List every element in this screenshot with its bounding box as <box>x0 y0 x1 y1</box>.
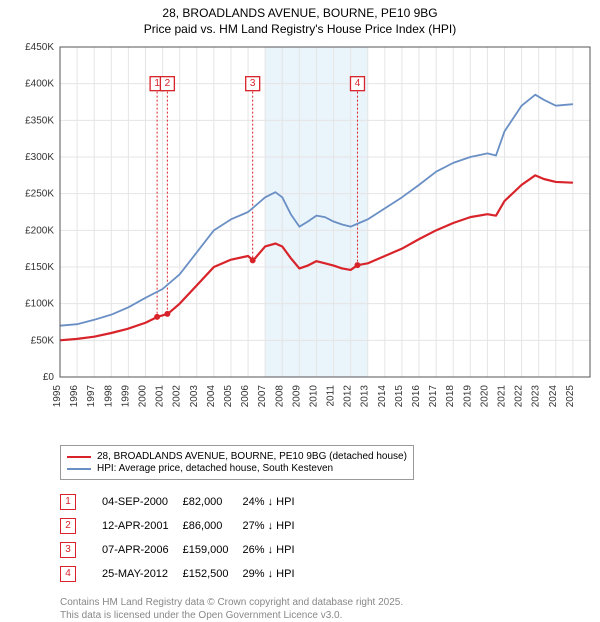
svg-text:3: 3 <box>250 78 256 89</box>
footer-line-2: This data is licensed under the Open Gov… <box>60 609 600 622</box>
svg-text:2025: 2025 <box>565 385 576 408</box>
legend-swatch <box>67 468 91 470</box>
legend: 28, BROADLANDS AVENUE, BOURNE, PE10 9BG … <box>60 445 414 480</box>
sale-diff: 24% ↓ HPI <box>243 490 309 514</box>
svg-text:£50K: £50K <box>31 336 55 347</box>
svg-text:2015: 2015 <box>394 385 405 408</box>
sale-marker: 4 <box>60 566 76 582</box>
svg-text:£400K: £400K <box>25 79 54 90</box>
sale-price: £82,000 <box>183 490 243 514</box>
title-line-2: Price paid vs. HM Land Registry's House … <box>0 22 600 38</box>
svg-text:2023: 2023 <box>531 385 542 408</box>
svg-text:£250K: £250K <box>25 189 54 200</box>
legend-row: 28, BROADLANDS AVENUE, BOURNE, PE10 9BG … <box>67 451 407 462</box>
table-row: 1 04-SEP-2000£82,00024% ↓ HPI <box>60 490 309 514</box>
svg-text:1: 1 <box>154 78 160 89</box>
sale-marker: 2 <box>60 518 76 534</box>
svg-text:2003: 2003 <box>189 385 200 408</box>
sale-marker: 3 <box>60 542 76 558</box>
title-line-1: 28, BROADLANDS AVENUE, BOURNE, PE10 9BG <box>0 6 600 22</box>
svg-text:2016: 2016 <box>411 385 422 408</box>
svg-text:1998: 1998 <box>103 385 114 408</box>
svg-text:2014: 2014 <box>377 385 388 408</box>
svg-text:2: 2 <box>165 78 171 89</box>
svg-text:4: 4 <box>355 78 361 89</box>
sale-diff: 27% ↓ HPI <box>243 514 309 538</box>
svg-text:2018: 2018 <box>445 385 456 408</box>
sale-price: £152,500 <box>183 562 243 586</box>
sales-table: 1 04-SEP-2000£82,00024% ↓ HPI 2 12-APR-2001… <box>60 490 309 586</box>
sale-diff: 29% ↓ HPI <box>243 562 309 586</box>
sale-date: 12-APR-2001 <box>102 514 183 538</box>
footer-attribution: Contains HM Land Registry data © Crown c… <box>60 596 600 622</box>
line-chart-svg: £0 £50K £100K £150K £200K £250K £300K £350K £400… <box>0 37 600 437</box>
svg-text:1996: 1996 <box>69 385 80 408</box>
legend-label: HPI: Average price, detached house, Sout… <box>97 463 333 474</box>
svg-text:2012: 2012 <box>343 385 354 408</box>
legend-swatch <box>67 456 91 458</box>
chart-area: £0 £50K £100K £150K £200K £250K £300K £350K £400… <box>0 37 600 437</box>
sale-price: £159,000 <box>183 538 243 562</box>
svg-text:2020: 2020 <box>479 385 490 408</box>
svg-text:2008: 2008 <box>274 385 285 408</box>
svg-text:£150K: £150K <box>25 262 54 273</box>
svg-text:2021: 2021 <box>497 385 508 408</box>
svg-text:2019: 2019 <box>462 385 473 408</box>
svg-text:2005: 2005 <box>223 385 234 408</box>
svg-text:2000: 2000 <box>137 385 148 408</box>
svg-text:£450K: £450K <box>25 42 54 53</box>
svg-text:2013: 2013 <box>360 385 371 408</box>
svg-text:£100K: £100K <box>25 299 54 310</box>
sale-date: 25-MAY-2012 <box>102 562 183 586</box>
chart-title: 28, BROADLANDS AVENUE, BOURNE, PE10 9BG … <box>0 0 600 37</box>
sale-marker: 1 <box>60 494 76 510</box>
svg-text:1997: 1997 <box>86 385 97 408</box>
svg-text:2002: 2002 <box>172 385 183 408</box>
svg-text:2024: 2024 <box>548 385 559 408</box>
svg-text:2001: 2001 <box>155 385 166 408</box>
svg-text:2022: 2022 <box>514 385 525 408</box>
sale-diff: 26% ↓ HPI <box>243 538 309 562</box>
sale-date: 07-APR-2006 <box>102 538 183 562</box>
svg-text:1999: 1999 <box>120 385 131 408</box>
svg-text:1995: 1995 <box>52 385 63 408</box>
svg-text:£350K: £350K <box>25 116 54 127</box>
legend-label: 28, BROADLANDS AVENUE, BOURNE, PE10 9BG … <box>97 451 407 462</box>
legend-row: HPI: Average price, detached house, Sout… <box>67 463 407 474</box>
sale-price: £86,000 <box>183 514 243 538</box>
svg-text:£200K: £200K <box>25 226 54 237</box>
footer-line-1: Contains HM Land Registry data © Crown c… <box>60 596 600 609</box>
svg-text:2010: 2010 <box>308 385 319 408</box>
table-row: 4 25-MAY-2012£152,50029% ↓ HPI <box>60 562 309 586</box>
svg-text:2009: 2009 <box>291 385 302 408</box>
svg-text:2017: 2017 <box>428 385 439 408</box>
svg-text:2011: 2011 <box>326 385 337 407</box>
table-row: 3 07-APR-2006£159,00026% ↓ HPI <box>60 538 309 562</box>
sale-date: 04-SEP-2000 <box>102 490 183 514</box>
svg-text:2006: 2006 <box>240 385 251 408</box>
table-row: 2 12-APR-2001£86,00027% ↓ HPI <box>60 514 309 538</box>
svg-text:£300K: £300K <box>25 152 54 163</box>
svg-text:£0: £0 <box>43 372 55 383</box>
svg-text:2004: 2004 <box>206 385 217 408</box>
svg-text:2007: 2007 <box>257 385 268 408</box>
